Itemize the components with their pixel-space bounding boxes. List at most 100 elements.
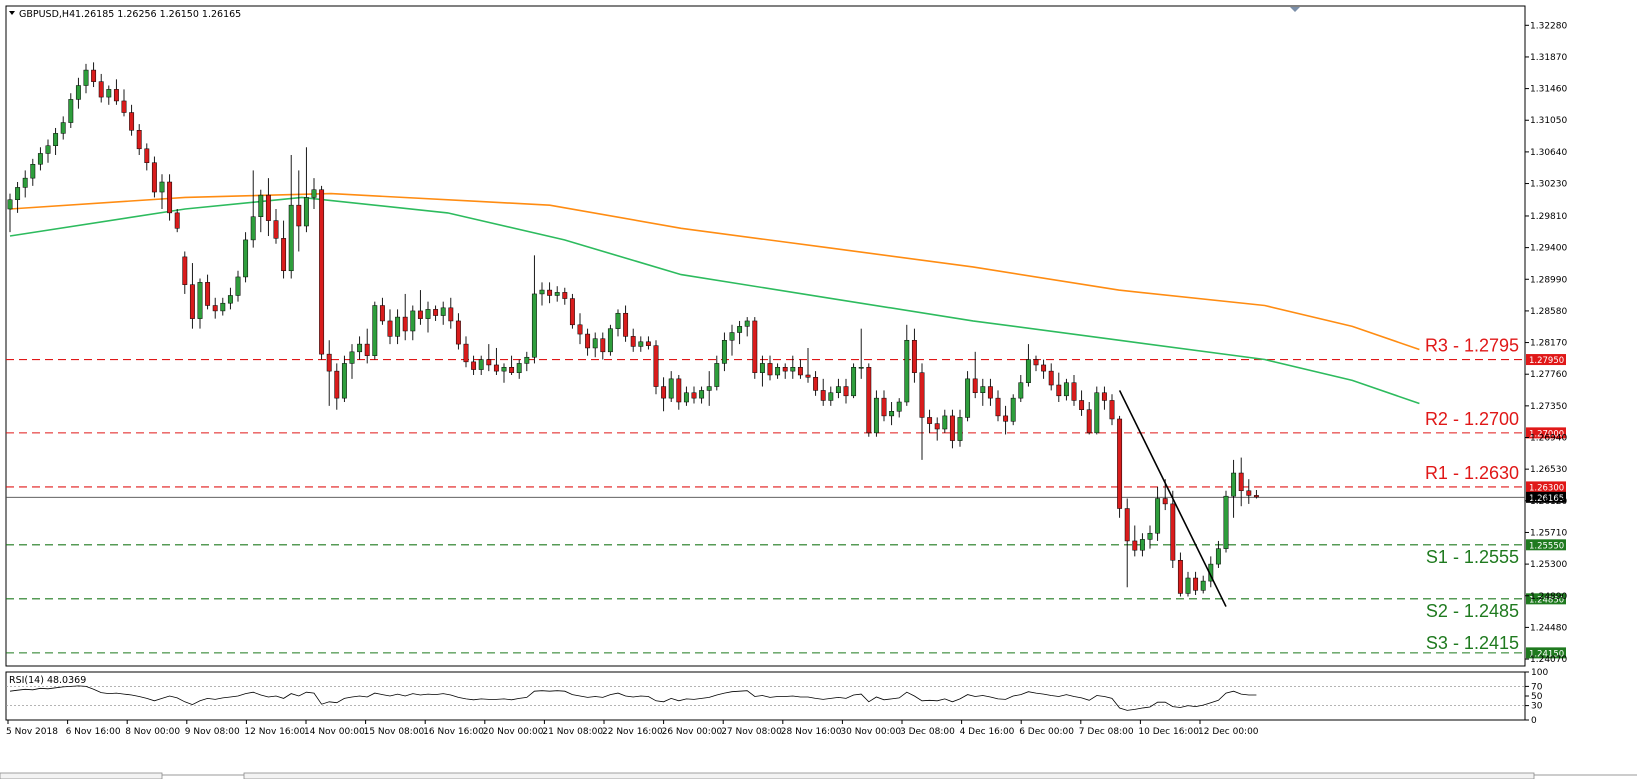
candle-body: [1048, 370, 1054, 386]
time-tick-label: 10 Dec 16:00: [1138, 727, 1199, 737]
trendline-layer[interactable]: [1118, 390, 1227, 607]
candle-body: [752, 320, 758, 373]
candle-body: [516, 363, 522, 373]
level-label-s1: S1 - 1.2555: [1426, 547, 1519, 567]
candle-body: [835, 386, 841, 393]
time-tick-label: 15 Nov 08:00: [364, 727, 425, 737]
price-tag-text-s3: 1.24150: [1529, 649, 1564, 659]
price-tick-label: 1.28990: [1530, 275, 1567, 285]
candle-body: [106, 89, 112, 98]
candle-body: [258, 194, 264, 217]
time-tick-label: 22 Nov 16:00: [602, 727, 663, 737]
candle-body: [144, 148, 150, 163]
candle-body: [311, 189, 317, 198]
price-tick-label: 1.26940: [1530, 434, 1567, 444]
price-tick-label: 1.26120: [1530, 497, 1567, 507]
candle-body: [83, 69, 89, 86]
candle-body: [364, 343, 370, 356]
candle-body: [661, 386, 667, 399]
candle-body: [1215, 548, 1221, 565]
candle-body: [357, 343, 363, 353]
downtrend-line[interactable]: [1118, 390, 1227, 607]
candle-body: [759, 363, 765, 373]
collapse-triangle-icon[interactable]: [9, 11, 15, 15]
price-tick-label: 1.24070: [1530, 655, 1567, 665]
candle-body: [957, 417, 963, 441]
price-tick-label: 1.24480: [1530, 623, 1567, 633]
candle-body: [37, 153, 43, 165]
time-axis: 5 Nov 2018 6 Nov 16:00 8 Nov 00:00 9 Nov 08…: [6, 720, 1259, 737]
price-tag-s1: [1526, 539, 1566, 551]
candle-body: [75, 85, 81, 100]
chart-shift-marker-icon[interactable]: [1290, 7, 1300, 12]
candle-body: [159, 181, 165, 193]
chart-tab-2[interactable]: [243, 772, 1535, 779]
candle-body: [1238, 472, 1244, 492]
candle-body: [509, 367, 515, 373]
candle-body: [197, 282, 203, 319]
symbol-title: GBPUSD,H4: [19, 9, 75, 20]
candle-body: [972, 378, 978, 393]
candle-body: [174, 212, 180, 229]
candle-body: [965, 378, 971, 418]
candle-body: [873, 397, 879, 434]
candle-body: [1124, 508, 1130, 542]
candle-body: [410, 310, 416, 332]
candle-body: [995, 397, 1001, 417]
candle-body: [113, 89, 119, 102]
candle-body: [205, 282, 211, 306]
chart-tab-1[interactable]: [0, 772, 163, 779]
candle-body: [1170, 503, 1176, 561]
time-tick-label: 20 Nov 00:00: [483, 727, 544, 737]
price-tick-label: 1.25710: [1530, 528, 1567, 538]
candle-body: [547, 289, 553, 296]
candle-body: [463, 343, 469, 363]
candle-body: [813, 377, 819, 391]
candle-body: [478, 359, 484, 370]
candle-body: [668, 378, 674, 399]
main-plot-frame: [5, 5, 1526, 667]
candle-body: [235, 276, 241, 296]
time-tick-label: 30 Nov 00:00: [840, 727, 901, 737]
candle-body: [53, 133, 59, 146]
candle-body: [319, 189, 325, 355]
candle-body: [554, 292, 560, 296]
price-tick-label: 1.25300: [1530, 560, 1567, 570]
rsi-tick-label: 50: [1531, 692, 1543, 702]
candle-body: [942, 415, 948, 430]
candle-body: [911, 339, 917, 373]
candle-body: [433, 309, 439, 316]
candle-body: [630, 336, 636, 347]
candle-body: [1223, 495, 1229, 549]
candle-body: [129, 112, 135, 131]
price-tick-label: 1.30640: [1530, 148, 1567, 158]
candle-body: [714, 363, 720, 387]
candle-body: [45, 145, 51, 154]
candle-body: [60, 122, 66, 134]
candle-body: [486, 359, 492, 366]
candle-body: [896, 401, 902, 412]
candle-body: [1094, 392, 1100, 434]
price-tick-label: 1.27350: [1530, 402, 1567, 412]
candle-body: [387, 320, 393, 337]
candle-body: [767, 363, 773, 376]
candle-body: [98, 81, 104, 98]
price-tag-text-r2: 1.27000: [1529, 429, 1564, 439]
candle-body: [493, 364, 499, 372]
candle-body: [1071, 382, 1077, 401]
candle-body: [22, 177, 28, 188]
time-tick-label: 8 Nov 00:00: [125, 727, 180, 737]
candle-body: [683, 392, 689, 403]
candles: [7, 62, 1259, 597]
candle-body: [1018, 382, 1024, 399]
candle-body: [645, 341, 651, 346]
candle-body: [288, 204, 294, 272]
candle-body: [341, 363, 347, 399]
level-label-r2: R2 - 1.2700: [1425, 409, 1519, 429]
candle-body: [250, 216, 256, 241]
candle-body: [600, 338, 606, 353]
price-tick-label: 1.31050: [1530, 116, 1567, 126]
candle-body: [425, 309, 431, 319]
